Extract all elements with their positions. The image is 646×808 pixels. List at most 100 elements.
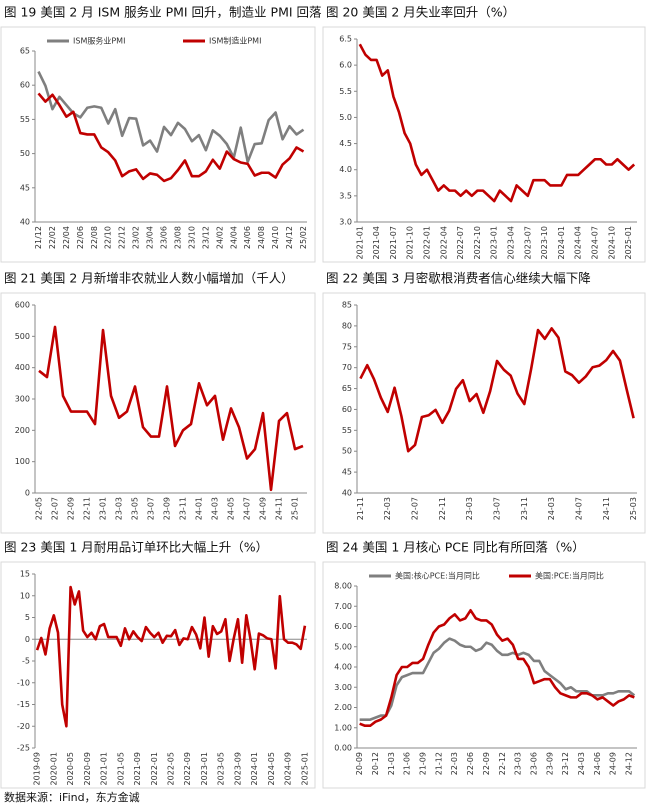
y-tick-label: -5	[22, 657, 30, 666]
legend-label: 美国:PCE:当月同比	[535, 571, 604, 581]
x-tick-label: 2021-01	[355, 226, 364, 259]
y-tick-label: -15	[17, 700, 30, 709]
x-tick-label: 2023-01	[490, 226, 499, 259]
x-tick-label: 2024-10	[607, 226, 616, 259]
source-note: 数据来源：iFind，东方金诚	[4, 790, 140, 804]
y-tick-label: 70	[342, 363, 352, 372]
x-tick-label: 24-11	[602, 497, 611, 520]
y-tick-label: 5.00	[334, 642, 352, 651]
x-tick-label: 22-03	[450, 752, 459, 775]
y-tick-label: 2.00	[334, 703, 352, 712]
legend-label: ISM制造业PMI	[209, 36, 261, 46]
y-tick-label: 0.00	[334, 744, 352, 753]
x-tick-label: 2022-01	[150, 752, 159, 785]
x-tick-label: 2023-04	[507, 226, 516, 259]
x-tick-label: 2021-01	[100, 752, 109, 785]
x-tick-label: 2019-09	[33, 752, 42, 785]
x-tick-label: 2024-01	[250, 752, 259, 785]
legend-label: ISM服务业PMI	[73, 36, 125, 46]
x-tick-label: 2022-01	[423, 226, 432, 259]
y-tick-label: 300	[15, 395, 30, 404]
y-tick-label: 45	[342, 468, 352, 477]
x-tick-label: 24/08	[257, 226, 266, 249]
y-tick-label: 3.00	[334, 683, 352, 692]
x-tick-label: 24/04	[229, 226, 238, 249]
x-tick-label: 24-11	[275, 497, 284, 520]
y-tick-label: 10	[20, 591, 30, 600]
x-tick-label: 22-07	[51, 497, 60, 520]
x-tick-label: 23/08	[173, 226, 182, 249]
x-tick-label: 25-01	[291, 497, 300, 520]
x-tick-label: 2025-01	[300, 752, 309, 785]
chart-title: 图 22 美国 3 月密歇根消费者信心继续大幅下降	[326, 271, 591, 286]
x-tick-label: 23/10	[187, 226, 196, 249]
y-tick-label: 4.00	[334, 663, 352, 672]
series-line	[37, 70, 305, 164]
y-tick-label: 5.5	[339, 87, 352, 96]
x-tick-label: 24-06	[593, 752, 602, 775]
y-tick-label: 50	[342, 447, 352, 456]
x-tick-label: 22/08	[90, 226, 99, 249]
x-tick-label: 22-05	[35, 497, 44, 520]
x-tick-label: 24/12	[285, 226, 294, 249]
x-tick-label: 25-03	[629, 497, 638, 520]
y-tick-label: 1.00	[334, 723, 352, 732]
x-tick-label: 21-12	[434, 752, 443, 775]
series-line	[359, 327, 635, 453]
x-tick-label: 22/02	[48, 226, 57, 249]
y-tick-label: 6.00	[334, 622, 352, 631]
panel-frame	[322, 26, 646, 263]
x-tick-label: 23/02	[132, 226, 141, 249]
y-tick-label: 100	[15, 457, 30, 466]
y-tick-label: 55	[342, 426, 352, 435]
x-tick-label: 20-12	[371, 752, 380, 775]
x-tick-label: 2024-01	[557, 226, 566, 259]
x-tick-label: 2021-07	[389, 226, 398, 259]
x-tick-label: 24-03	[211, 497, 220, 520]
y-tick-label: 6.0	[339, 61, 352, 70]
x-tick-label: 23-03	[514, 752, 523, 775]
x-tick-label: 21-09	[419, 752, 428, 775]
x-tick-label: 22-09	[482, 752, 491, 775]
x-tick-label: 2021-04	[372, 226, 381, 259]
x-tick-label: 2021-09	[133, 752, 142, 785]
series-line	[359, 609, 635, 728]
x-tick-label: 23-06	[529, 752, 538, 775]
y-tick-label: 7.00	[334, 602, 352, 611]
x-tick-label: 23-12	[561, 752, 570, 775]
x-tick-label: 24-07	[574, 497, 583, 520]
y-tick-label: 200	[15, 426, 30, 435]
y-tick-label: 0	[25, 635, 30, 644]
x-tick-label: 24-05	[227, 497, 236, 520]
x-tick-label: 2021-10	[406, 226, 415, 259]
x-tick-label: 2020-05	[66, 752, 75, 785]
y-tick-label: -25	[17, 744, 30, 753]
y-tick-label: 40	[20, 218, 30, 227]
chart-title: 图 21 美国 2 月新增非农就业人数小幅增加（千人）	[4, 271, 294, 286]
x-tick-label: 22-03	[383, 497, 392, 520]
x-tick-label: 22/10	[104, 226, 113, 249]
x-tick-label: 22-11	[438, 497, 447, 520]
x-tick-label: 22/06	[76, 226, 85, 249]
legend-label: 美国:核心PCE:当月同比	[395, 571, 480, 581]
x-tick-label: 2024-04	[574, 226, 583, 259]
x-tick-label: 23-03	[115, 497, 124, 520]
panel-frame	[322, 292, 646, 534]
x-tick-label: 24-09	[259, 497, 268, 520]
chart-title: 图 19 美国 2 月 ISM 服务业 PMI 回升，制造业 PMI 回落	[4, 5, 322, 20]
x-tick-label: 2023-09	[233, 752, 242, 785]
x-tick-label: 23-03	[465, 497, 474, 520]
series-line	[38, 325, 304, 492]
x-tick-label: 2023-01	[200, 752, 209, 785]
y-tick-label: 55	[20, 115, 30, 124]
x-tick-label: 23-09	[163, 497, 172, 520]
x-tick-label: 22-07	[411, 497, 420, 520]
x-tick-label: 2022-04	[439, 226, 448, 259]
y-tick-label: 4.5	[339, 139, 352, 148]
x-tick-label: 2024-05	[267, 752, 276, 785]
x-tick-label: 24-03	[577, 752, 586, 775]
y-tick-label: 3.0	[339, 218, 352, 227]
y-tick-label: 80	[342, 321, 352, 330]
